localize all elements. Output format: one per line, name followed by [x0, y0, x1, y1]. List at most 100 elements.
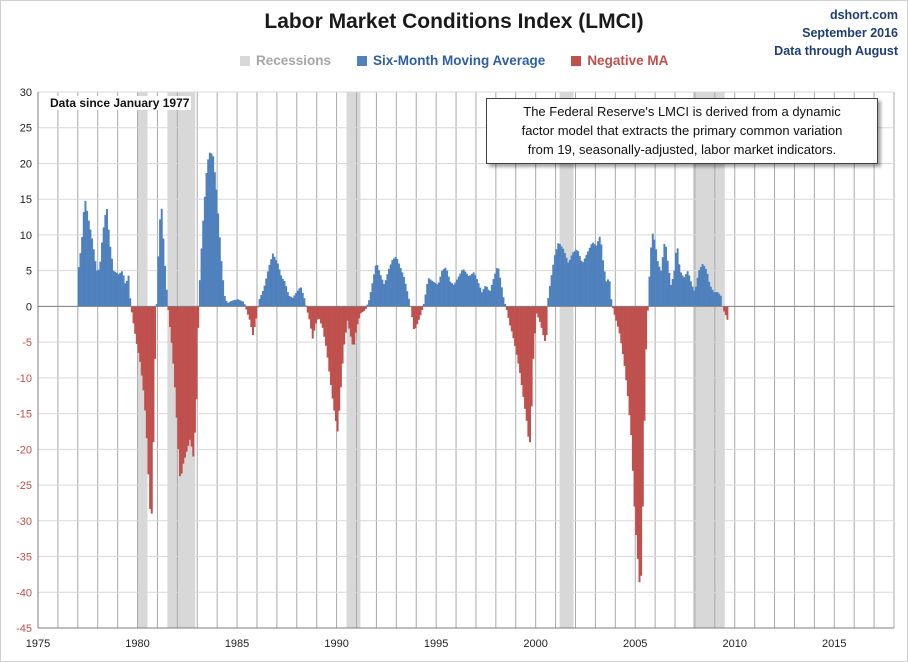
- y-tick-label: -10: [16, 373, 32, 385]
- y-tick-label: 25: [20, 123, 32, 135]
- bar-positive: [101, 242, 103, 307]
- bar-negative: [538, 306, 541, 322]
- bar-negative: [534, 306, 536, 334]
- bar-positive: [446, 270, 449, 307]
- bar-positive: [92, 249, 95, 307]
- bar-negative: [363, 306, 366, 311]
- bar-positive: [431, 280, 434, 307]
- bar-positive: [605, 281, 608, 307]
- bar-positive: [500, 287, 503, 307]
- bar-positive: [673, 270, 676, 307]
- bar-positive: [303, 298, 306, 307]
- bar-positive: [598, 236, 601, 307]
- bar-negative: [253, 306, 256, 328]
- bar-positive: [675, 252, 677, 307]
- bar-negative: [417, 306, 420, 320]
- bar-positive: [397, 263, 400, 307]
- bar-positive: [227, 302, 230, 307]
- bar-negative: [364, 306, 367, 310]
- bar-positive: [563, 253, 566, 307]
- bar-negative: [625, 306, 628, 381]
- bar-positive: [125, 280, 128, 307]
- bar-positive: [379, 275, 382, 307]
- bar-positive: [701, 264, 704, 307]
- bar-positive: [477, 283, 480, 307]
- bar-positive: [228, 301, 231, 307]
- legend-recessions: Recessions: [240, 53, 331, 68]
- source-through: Data through August: [774, 44, 898, 58]
- bar-negative: [414, 306, 417, 329]
- bar-negative: [527, 306, 530, 437]
- bar-positive: [112, 270, 115, 307]
- bar-positive: [572, 252, 575, 307]
- bar-positive: [444, 267, 447, 307]
- note-box: The Federal Reserve's LMCI is derived fr…: [486, 98, 878, 164]
- bar-positive: [371, 283, 374, 307]
- bar-negative: [187, 306, 190, 446]
- bar-positive: [427, 278, 430, 307]
- bar-positive: [89, 229, 92, 307]
- bar-negative: [646, 306, 649, 311]
- bar-positive: [79, 253, 82, 307]
- bar-positive: [295, 293, 298, 307]
- bar-positive: [212, 156, 215, 307]
- x-tick-label: 1995: [424, 638, 448, 650]
- bar-positive: [278, 269, 281, 307]
- bar-negative: [643, 306, 646, 421]
- bar-negative: [613, 306, 616, 315]
- bar-negative: [419, 306, 422, 316]
- bar-negative: [512, 306, 515, 339]
- bar-positive: [436, 284, 439, 307]
- bar-positive: [499, 277, 502, 307]
- bar-positive: [548, 286, 551, 307]
- bar-negative: [359, 306, 362, 314]
- bar-positive: [235, 299, 238, 307]
- bar-positive: [661, 257, 664, 307]
- bar-positive: [238, 300, 241, 307]
- bar-positive: [429, 279, 432, 307]
- bar-positive: [157, 256, 160, 307]
- bar-positive: [456, 279, 459, 307]
- bar-positive: [162, 238, 165, 307]
- bar-positive: [699, 267, 702, 307]
- bar-negative: [530, 306, 533, 407]
- bar-positive: [394, 256, 397, 307]
- y-tick-label: -30: [16, 516, 32, 528]
- bar-positive: [198, 280, 201, 307]
- bar-positive: [393, 258, 395, 307]
- bar-negative: [545, 306, 548, 335]
- bar-positive: [660, 270, 663, 307]
- bar-positive: [583, 258, 586, 307]
- bar-positive: [439, 276, 442, 307]
- bar-positive: [575, 249, 578, 307]
- bar-positive: [490, 284, 493, 307]
- legend-negative-ma-swatch: [571, 55, 582, 66]
- bar-positive: [220, 261, 223, 307]
- bar-positive: [381, 279, 384, 307]
- bar-positive: [665, 246, 668, 307]
- bar-positive: [655, 249, 658, 307]
- y-tick-label: -5: [22, 337, 32, 349]
- bar-positive: [593, 244, 596, 307]
- bar-negative: [358, 306, 361, 319]
- bar-positive: [120, 271, 123, 307]
- bar-negative: [353, 306, 356, 345]
- bar-negative: [150, 306, 153, 514]
- y-tick-label: -35: [16, 552, 32, 564]
- bar-positive: [472, 272, 475, 307]
- bar-positive: [592, 242, 595, 307]
- bar-negative: [517, 306, 520, 364]
- bar-positive: [684, 274, 687, 307]
- bar-positive: [217, 213, 220, 307]
- bar-positive: [467, 275, 470, 307]
- bar-positive: [474, 275, 477, 307]
- bar-positive: [708, 281, 711, 307]
- bar-negative: [343, 306, 346, 345]
- bar-positive: [464, 271, 467, 307]
- bar-positive: [424, 294, 427, 307]
- recession-band-5: [692, 92, 725, 628]
- bar-negative: [135, 306, 138, 344]
- note-line-2: factor model that extracts the primary c…: [521, 123, 843, 138]
- bar-negative: [509, 306, 512, 326]
- bar-positive: [369, 292, 372, 307]
